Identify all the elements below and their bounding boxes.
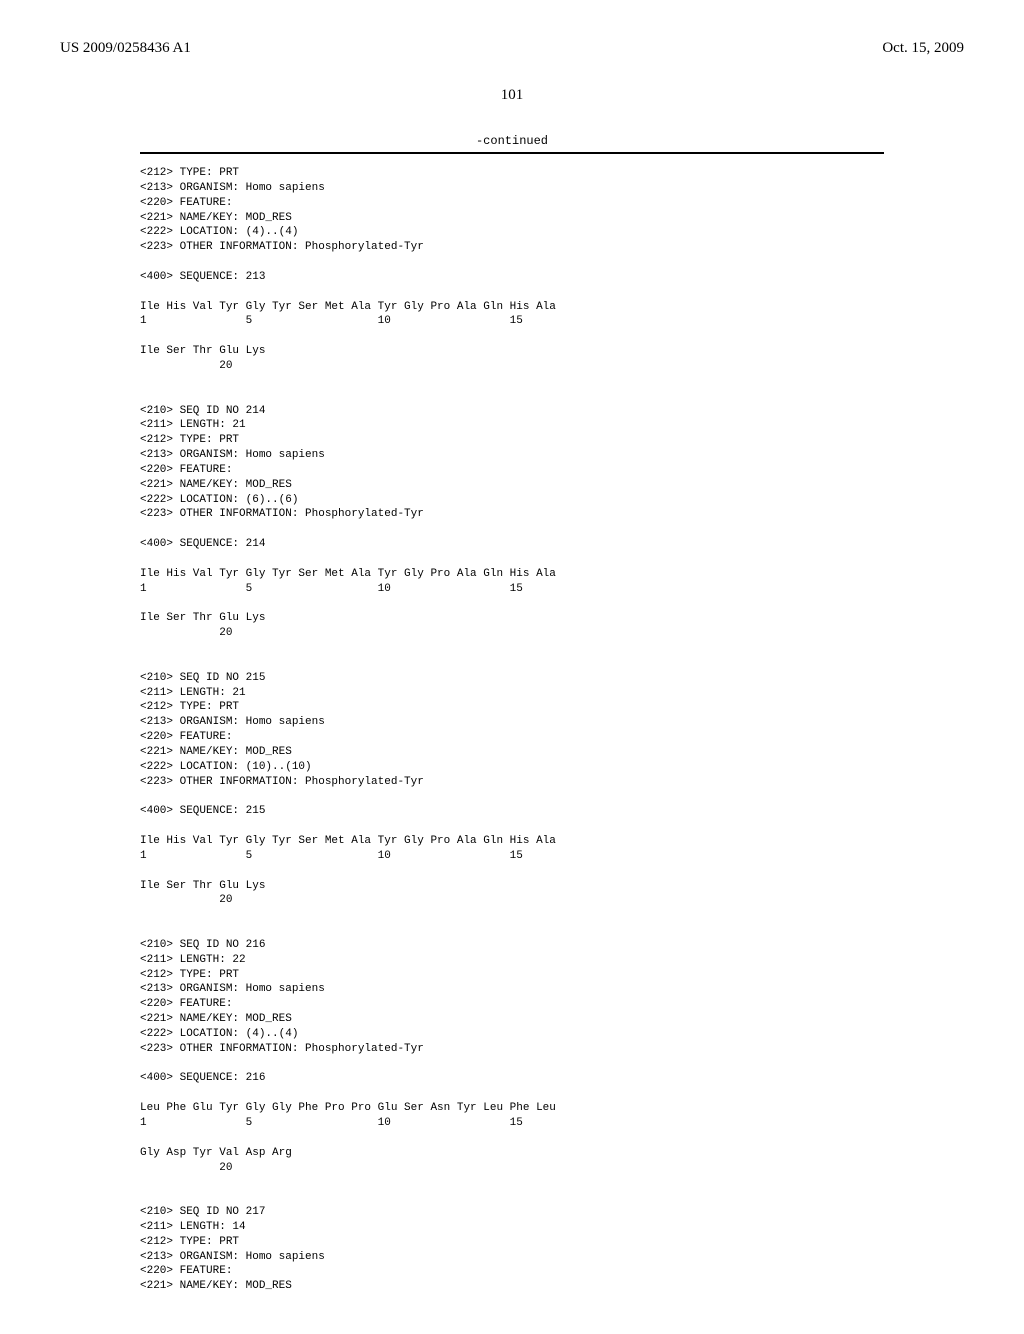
listing-line <box>140 285 964 300</box>
listing-line: <220> FEATURE: <box>140 1264 964 1279</box>
sequence-line: Ile His Val Tyr Gly Tyr Ser Met Ala Tyr … <box>140 300 964 315</box>
page-header: US 2009/0258436 A1 Oct. 15, 2009 <box>60 40 964 57</box>
listing-line: <400> SEQUENCE: 214 <box>140 537 964 552</box>
listing-line <box>140 1057 964 1072</box>
listing-line <box>140 789 964 804</box>
listing-line: <211> LENGTH: 14 <box>140 1220 964 1235</box>
listing-line: <210> SEQ ID NO 215 <box>140 671 964 686</box>
sequence-line <box>140 908 964 923</box>
listing-line: <223> OTHER INFORMATION: Phosphorylated-… <box>140 1042 964 1057</box>
header-right: Oct. 15, 2009 <box>882 40 964 57</box>
listing-line: <220> FEATURE: <box>140 997 964 1012</box>
listing-line: <220> FEATURE: <box>140 730 964 745</box>
listing-line: <222> LOCATION: (10)..(10) <box>140 760 964 775</box>
horizontal-rule <box>140 152 884 154</box>
listing-line: <213> ORGANISM: Homo sapiens <box>140 181 964 196</box>
listing-line: <211> LENGTH: 21 <box>140 418 964 433</box>
listing-line: <221> NAME/KEY: MOD_RES <box>140 1012 964 1027</box>
listing-line: <223> OTHER INFORMATION: Phosphorylated-… <box>140 507 964 522</box>
sequence-line <box>140 656 964 671</box>
listing-line: <221> NAME/KEY: MOD_RES <box>140 745 964 760</box>
sequence-line: 20 <box>140 359 964 374</box>
listing-line: <220> FEATURE: <box>140 463 964 478</box>
listing-line: <210> SEQ ID NO 217 <box>140 1205 964 1220</box>
listing-line: <212> TYPE: PRT <box>140 700 964 715</box>
listing-line: <222> LOCATION: (6)..(6) <box>140 493 964 508</box>
listing-line: <222> LOCATION: (4)..(4) <box>140 1027 964 1042</box>
listing-line: <400> SEQUENCE: 213 <box>140 270 964 285</box>
listing-line: <213> ORGANISM: Homo sapiens <box>140 1250 964 1265</box>
sequence-line: 1 5 10 15 <box>140 582 964 597</box>
sequence-line <box>140 374 964 389</box>
listing-line: <211> LENGTH: 21 <box>140 686 964 701</box>
sequence-line: 1 5 10 15 <box>140 849 964 864</box>
listing-line: <213> ORGANISM: Homo sapiens <box>140 982 964 997</box>
page-number: 101 <box>60 87 964 104</box>
sequence-line: Ile His Val Tyr Gly Tyr Ser Met Ala Tyr … <box>140 834 964 849</box>
listing-line <box>140 522 964 537</box>
sequence-line: Leu Phe Glu Tyr Gly Gly Phe Pro Pro Glu … <box>140 1101 964 1116</box>
sequence-line: 1 5 10 15 <box>140 314 964 329</box>
sequence-line <box>140 923 964 938</box>
listing-line: <400> SEQUENCE: 216 <box>140 1071 964 1086</box>
sequence-line: Ile Ser Thr Glu Lys <box>140 344 964 359</box>
listing-line: <221> NAME/KEY: MOD_RES <box>140 478 964 493</box>
listing-line: <221> NAME/KEY: MOD_RES <box>140 1279 964 1294</box>
header-left: US 2009/0258436 A1 <box>60 40 191 57</box>
listing-line <box>140 552 964 567</box>
listing-line <box>140 819 964 834</box>
sequence-line: 20 <box>140 626 964 641</box>
sequence-line: Ile Ser Thr Glu Lys <box>140 611 964 626</box>
sequence-line <box>140 1190 964 1205</box>
listing-line: <220> FEATURE: <box>140 196 964 211</box>
listing-line: <211> LENGTH: 22 <box>140 953 964 968</box>
sequence-line <box>140 1175 964 1190</box>
listing-line: <221> NAME/KEY: MOD_RES <box>140 211 964 226</box>
sequence-line: 20 <box>140 893 964 908</box>
listing-line: <212> TYPE: PRT <box>140 433 964 448</box>
sequence-line: 1 5 10 15 <box>140 1116 964 1131</box>
listing-line: <222> LOCATION: (4)..(4) <box>140 225 964 240</box>
page-container: US 2009/0258436 A1 Oct. 15, 2009 101 -co… <box>0 0 1024 1334</box>
listing-line: <223> OTHER INFORMATION: Phosphorylated-… <box>140 240 964 255</box>
listing-line <box>140 255 964 270</box>
sequence-line <box>140 864 964 879</box>
sequence-line <box>140 641 964 656</box>
listing-line: <212> TYPE: PRT <box>140 968 964 983</box>
sequence-line: Ile Ser Thr Glu Lys <box>140 879 964 894</box>
listing-line: <210> SEQ ID NO 214 <box>140 404 964 419</box>
listing-line: <210> SEQ ID NO 216 <box>140 938 964 953</box>
sequence-listing: <212> TYPE: PRT<213> ORGANISM: Homo sapi… <box>60 166 964 1294</box>
listing-line: <212> TYPE: PRT <box>140 1235 964 1250</box>
sequence-line <box>140 1131 964 1146</box>
listing-line: <400> SEQUENCE: 215 <box>140 804 964 819</box>
listing-line: <212> TYPE: PRT <box>140 166 964 181</box>
sequence-line <box>140 389 964 404</box>
sequence-line <box>140 329 964 344</box>
listing-line: <223> OTHER INFORMATION: Phosphorylated-… <box>140 775 964 790</box>
sequence-line <box>140 596 964 611</box>
listing-line: <213> ORGANISM: Homo sapiens <box>140 715 964 730</box>
continued-label: -continued <box>60 134 964 148</box>
listing-line <box>140 1086 964 1101</box>
sequence-line: 20 <box>140 1161 964 1176</box>
sequence-line: Ile His Val Tyr Gly Tyr Ser Met Ala Tyr … <box>140 567 964 582</box>
listing-line: <213> ORGANISM: Homo sapiens <box>140 448 964 463</box>
sequence-line: Gly Asp Tyr Val Asp Arg <box>140 1146 964 1161</box>
